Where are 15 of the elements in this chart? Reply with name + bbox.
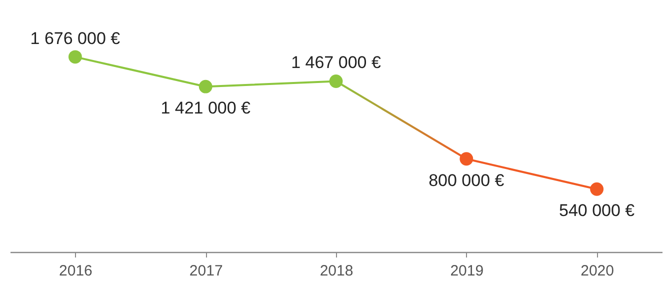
point (460, 152, 474, 166)
x-tick-label: 2020 (580, 262, 614, 280)
data-label: 1 467 000 € (291, 53, 382, 72)
data-label: 1 421 000 € (160, 98, 252, 118)
point (329, 74, 343, 88)
x-tick-label: 2019 (450, 262, 484, 280)
x-tick-label: 2016 (59, 262, 92, 280)
point (590, 182, 604, 196)
point (198, 80, 212, 94)
data-label: 1 676 000 € (30, 28, 121, 48)
data-label: 540 000 € (558, 201, 636, 220)
x-tick-label: 2018 (320, 262, 354, 280)
point (68, 50, 82, 64)
x-tick-label: 2017 (189, 262, 223, 280)
data-label: 800 000 € (428, 170, 505, 190)
